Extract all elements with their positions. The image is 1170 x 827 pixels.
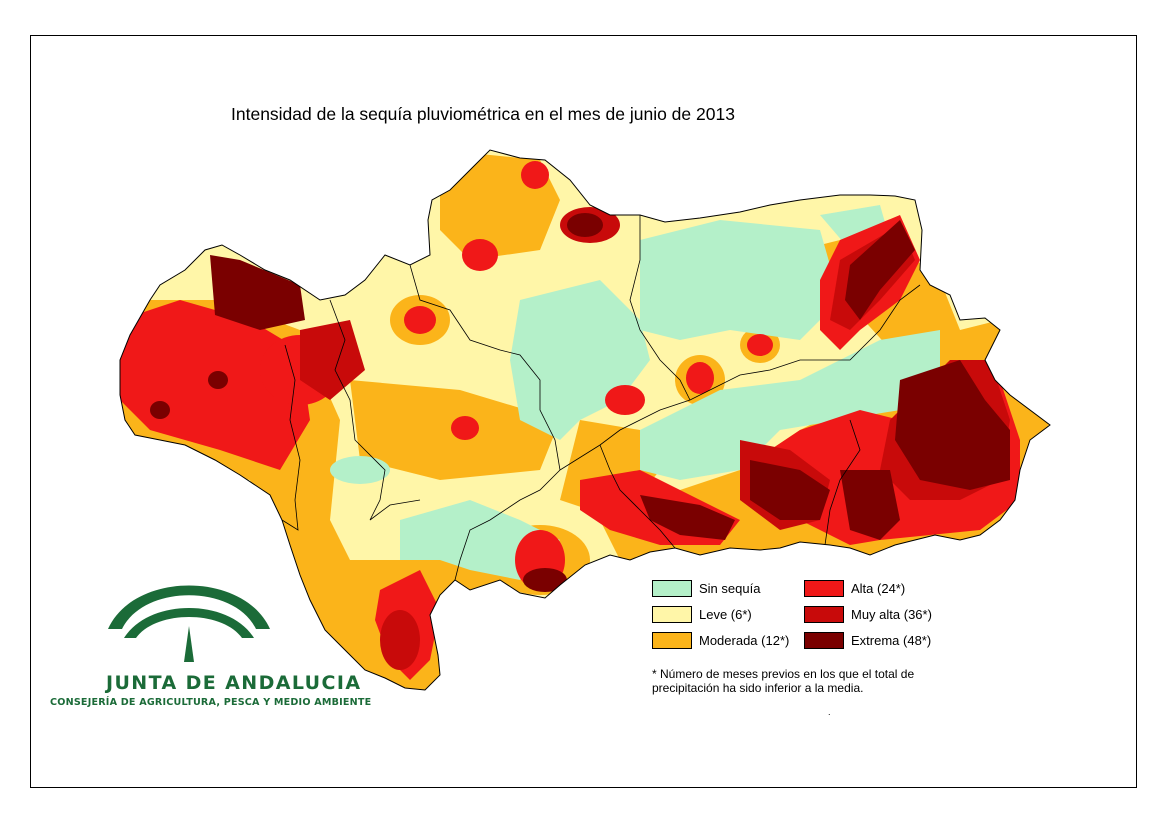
legend-swatch-muy-alta — [804, 605, 844, 623]
legend-label-alta: Alta (24*) — [851, 580, 906, 596]
legend-label-extrema: Extrema (48*) — [851, 632, 932, 648]
legend-item-alta: Alta (24*) — [804, 578, 905, 598]
legend-swatch-moderada — [652, 631, 692, 649]
legend-swatch-extrema — [804, 631, 844, 649]
legend-item-moderada: Moderada (12*) — [652, 630, 789, 650]
map-frame — [30, 35, 1137, 788]
legend-swatch-leve — [652, 605, 692, 623]
junta-logo-icon — [108, 585, 270, 662]
legend-label-leve: Leve (6*) — [699, 606, 752, 622]
legend-note: * Número de meses previos en los que el … — [652, 667, 915, 695]
map-title: Intensidad de la sequía pluviométrica en… — [231, 104, 735, 124]
legend-item-muy-alta: Muy alta (36*) — [804, 604, 932, 624]
zones-extrema — [150, 213, 1010, 592]
logo-title: JUNTA DE ANDALUCIA — [106, 672, 362, 694]
legend-swatch-alta — [804, 579, 844, 597]
province-boundaries — [281, 215, 921, 581]
legend-item-leve: Leve (6*) — [652, 604, 752, 624]
legend-swatch-sin-sequia — [652, 579, 692, 597]
legend-label-muy-alta: Muy alta (36*) — [851, 606, 932, 622]
legend-item-extrema: Extrema (48*) — [804, 630, 931, 650]
legend-label-sin-sequia: Sin sequía — [699, 580, 761, 596]
legend-item-sin-sequia: Sin sequía — [652, 578, 760, 598]
legend-label-moderada: Moderada (12*) — [699, 632, 790, 648]
stray-dot: . — [828, 707, 831, 717]
logo-subtitle: CONSEJERÍA DE AGRICULTURA, PESCA Y MEDIO… — [50, 697, 372, 708]
